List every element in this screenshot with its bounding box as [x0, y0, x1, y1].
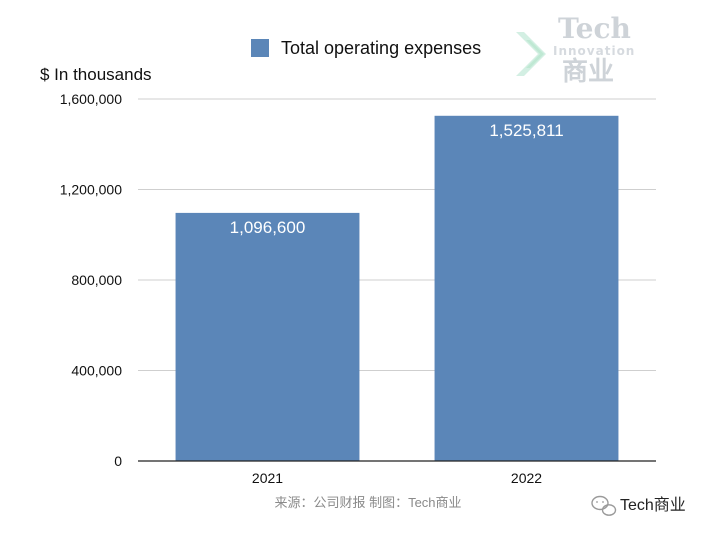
y-tick-label: 800,000: [71, 272, 122, 288]
y-tick-label: 1,200,000: [60, 182, 122, 198]
legend: Total operating expenses: [251, 38, 481, 58]
legend-label: Total operating expenses: [281, 38, 481, 58]
brand-name: Tech商业: [620, 496, 686, 514]
y-axis-ticks: 0 400,000 800,000 1,200,000 1,600,000: [60, 91, 123, 469]
y-tick-label: 1,600,000: [60, 91, 122, 107]
bar-2022: [434, 115, 619, 461]
bar-value-label: 1,096,600: [230, 218, 306, 237]
x-tick-label: 2022: [511, 470, 542, 486]
source-note: 来源：公司财报 制图：Tech商业: [274, 495, 461, 510]
x-tick-label: 2021: [252, 470, 283, 486]
bar-2021: [175, 212, 360, 461]
tech-innovation-watermark: Tech Innovation 商业: [516, 12, 635, 87]
brand-mark: Tech商业: [591, 495, 686, 516]
legend-swatch: [251, 39, 269, 57]
y-tick-label: 400,000: [71, 363, 122, 379]
arrow-logo-inner-icon: [526, 40, 544, 68]
wechat-icon: [591, 495, 617, 516]
bars: 1,096,600 1,525,811: [175, 115, 619, 461]
watermark-innovation: Innovation: [553, 44, 635, 58]
y-axis-title: $ In thousands: [40, 65, 152, 84]
y-tick-label: 0: [114, 453, 122, 469]
x-axis-ticks: 2021 2022: [252, 470, 542, 486]
watermark-cn: 商业: [562, 56, 614, 87]
bar-value-label: 1,525,811: [489, 121, 563, 140]
watermark-tech: Tech: [558, 12, 631, 45]
